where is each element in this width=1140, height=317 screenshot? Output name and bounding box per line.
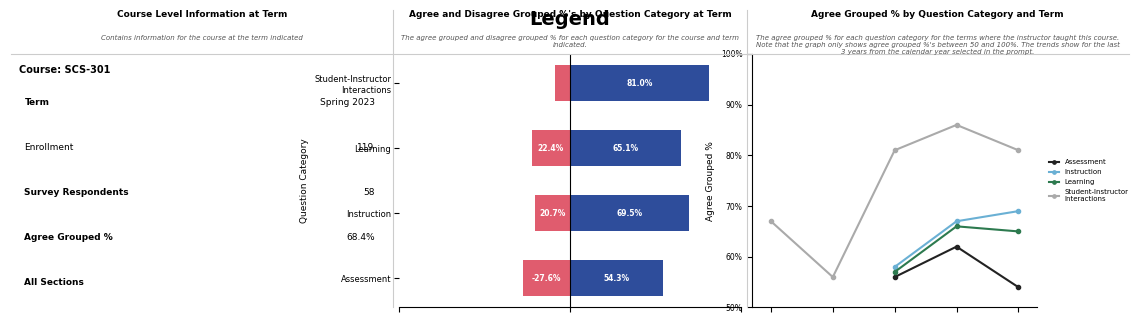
Text: -27.6%: -27.6%: [531, 274, 561, 282]
Bar: [555, 65, 570, 101]
Text: 20.7%: 20.7%: [539, 209, 565, 218]
Text: The agree grouped % for each question category for the terms where the instructo: The agree grouped % for each question ca…: [756, 35, 1119, 55]
Text: Legend: Legend: [530, 10, 610, 29]
Text: Course Level Information at Term: Course Level Information at Term: [117, 10, 287, 18]
Text: 65.1%: 65.1%: [612, 144, 638, 153]
Text: 58: 58: [364, 188, 375, 197]
Text: 68.4%: 68.4%: [345, 233, 375, 242]
Bar: [570, 260, 662, 296]
Legend: Disagree
Grouped
%, Agree
Grouped
%: Disagree Grouped %, Agree Grouped %: [751, 155, 799, 206]
Bar: [570, 195, 689, 231]
Text: 54.3%: 54.3%: [603, 274, 629, 282]
Text: Agree Grouped % by Question Category and Term: Agree Grouped % by Question Category and…: [812, 10, 1064, 18]
Bar: [570, 65, 709, 101]
Text: All Sections: All Sections: [24, 278, 84, 287]
Bar: [535, 195, 570, 231]
Text: 69.5%: 69.5%: [617, 209, 643, 218]
Text: 81.0%: 81.0%: [626, 79, 652, 88]
Bar: [570, 130, 682, 166]
Text: Contains information for the course at the term indicated: Contains information for the course at t…: [101, 35, 303, 41]
Bar: [523, 260, 570, 296]
Text: Term: Term: [24, 98, 49, 107]
Text: Enrollment: Enrollment: [24, 143, 74, 152]
Text: Spring 2023: Spring 2023: [319, 98, 375, 107]
Text: The agree grouped and disagree grouped % for each question category for the cour: The agree grouped and disagree grouped %…: [401, 35, 739, 48]
Bar: [531, 130, 570, 166]
Text: Course: SCS-301: Course: SCS-301: [19, 65, 111, 75]
Y-axis label: Agree Grouped %: Agree Grouped %: [707, 141, 716, 221]
Legend: Assessment, Instruction, Learning, Student-Instructor
Interactions: Assessment, Instruction, Learning, Stude…: [1047, 156, 1132, 205]
Text: 22.4%: 22.4%: [538, 144, 564, 153]
Text: Agree and Disagree Grouped %'s by Question Category at Term: Agree and Disagree Grouped %'s by Questi…: [408, 10, 732, 18]
Y-axis label: Question Category: Question Category: [300, 138, 309, 223]
Text: Survey Respondents: Survey Respondents: [24, 188, 129, 197]
Text: Agree Grouped %: Agree Grouped %: [24, 233, 113, 242]
Text: 119: 119: [357, 143, 375, 152]
